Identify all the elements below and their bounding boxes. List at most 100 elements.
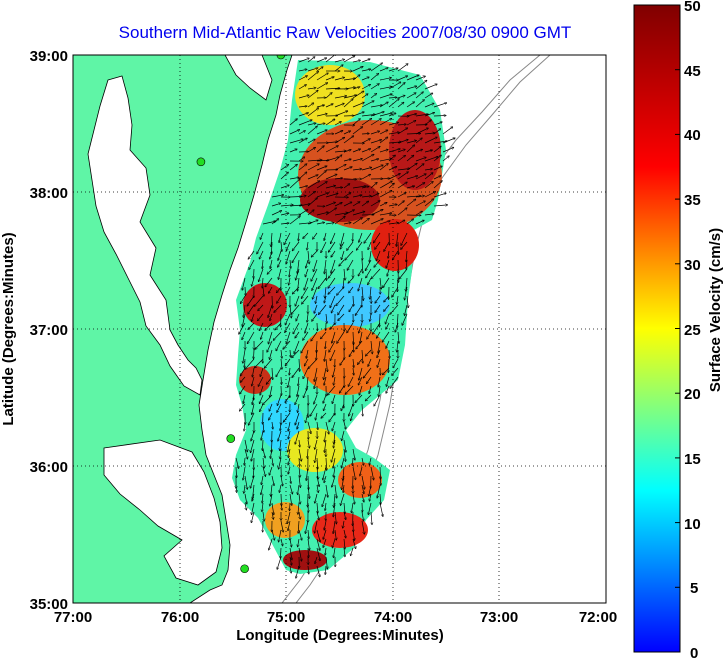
velocity-vector [406,133,421,134]
y-tick-label: 38:00 [30,185,68,202]
velocity-vector [362,259,363,273]
velocity-vector [257,241,264,254]
velocity-vector [292,367,300,378]
velocity-vector [379,137,388,144]
velocity-vector [343,95,357,99]
velocity-vector [316,160,329,161]
velocity-vector [406,196,421,197]
velocity-vector [397,76,408,81]
velocity-vector [388,142,401,143]
velocity-vector [270,493,273,506]
velocity-vector [325,119,335,126]
velocity-vector [433,146,441,153]
velocity-vector [293,322,300,334]
velocity-vector [334,178,343,179]
velocity-vector [307,108,319,117]
velocity-vector [301,286,309,299]
velocity-vector [433,176,441,180]
velocity-vector [276,367,282,377]
velocity-vector [352,67,363,72]
velocity-vector [337,331,345,343]
velocity-vector [406,199,416,207]
velocity-vector [371,511,372,525]
velocity-vector [325,565,326,575]
velocity-vector [397,102,404,108]
velocity-vector [288,376,291,387]
velocity-vector [244,484,245,493]
velocity-vector [247,295,255,306]
velocity-vector [260,385,264,395]
velocity-vector [269,349,273,359]
velocity-vector [339,259,345,266]
velocity-vector [325,77,334,81]
velocity-vector [298,547,302,561]
velocity-vector [298,95,309,99]
velocity-vector [379,181,392,189]
velocity-vector [258,313,264,321]
velocity-vector [324,349,327,361]
velocity-vector [370,466,374,480]
grid-lines [73,55,606,603]
velocity-vector [376,250,381,261]
velocity-vector [424,103,434,108]
velocity-vector [406,186,415,189]
velocity-vector [269,403,273,411]
velocity-vector [334,511,336,524]
velocity-vector [323,466,327,480]
velocity-vector [330,349,336,361]
velocity-vector [393,358,399,368]
velocity-patch [300,178,380,222]
velocity-vector [251,430,255,441]
velocity-vector [280,448,281,459]
velocity-vector [307,72,318,81]
velocity-vector [415,196,424,197]
velocity-vector [397,295,398,304]
velocity-vector [298,277,300,291]
velocity-vector [324,367,327,380]
velocity-vector [352,91,364,99]
velocity-vector [433,166,442,171]
velocity-vector [334,213,348,216]
velocity-vector [307,376,309,390]
velocity-vector [442,138,455,144]
velocity-vector [361,154,374,162]
velocity-vector [307,241,308,250]
velocity-vector [396,232,399,246]
velocity-vector [244,457,245,465]
velocity-vector [263,421,264,432]
velocity-vector [433,129,441,135]
velocity-vector [277,556,282,569]
velocity-vector [298,204,310,207]
velocity-vector [307,538,310,550]
velocity-vector [390,376,399,388]
x-tick-label: 77:00 [54,609,92,626]
velocity-vector [370,313,371,321]
velocity-vector [370,286,371,299]
velocity-vector [380,466,381,479]
velocity-vector [369,484,372,496]
velocity-vector [280,520,283,532]
velocity-vector [295,394,300,405]
velocity-vector [316,123,325,126]
velocity-vector [386,376,390,386]
velocity-vector [298,58,309,63]
velocity-vector [310,403,318,416]
velocity-vector [316,193,329,198]
velocity-vector [307,147,315,153]
velocity-vector [325,484,328,497]
velocity-vector [378,340,381,353]
velocity-vector [252,376,255,386]
velocity-vector [292,349,300,358]
velocity-vector [352,119,360,126]
velocity-vector [254,295,264,306]
velocity-vector [384,241,390,251]
velocity-vector [290,565,291,573]
velocity-vector [316,171,326,180]
velocity-vector [252,394,255,405]
velocity-vector [316,105,324,108]
velocity-vector [326,268,327,280]
velocity-vector [356,241,363,250]
velocity-vector [433,122,442,126]
velocity-vector [359,232,363,242]
velocity-vector [272,511,273,519]
